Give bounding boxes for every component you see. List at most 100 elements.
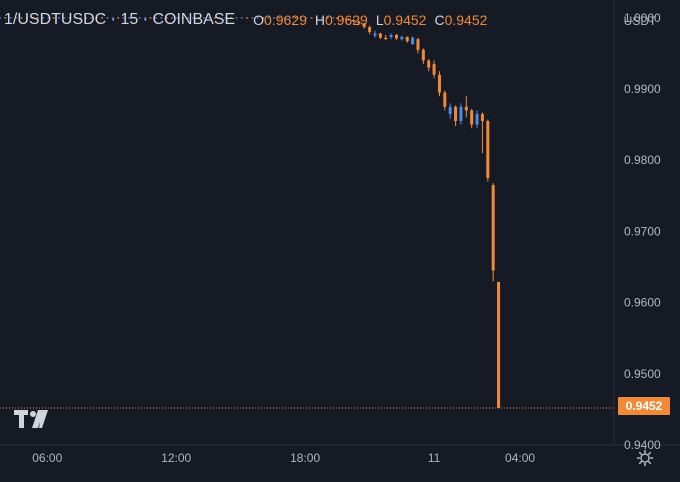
price-tick-label-4: 0.9600 [624,296,661,310]
open-value: 0.9629 [264,12,307,28]
flat-tick-25 [133,17,136,19]
time-tick-label-3: 11 [428,451,441,465]
flat-tick-6 [31,17,34,19]
flat-tick-43 [230,17,233,19]
flat-tick-47 [251,17,254,19]
flat-tick-46 [246,17,249,19]
candle-body-14 [411,37,415,45]
candle-15 [416,37,420,54]
candle-body-26 [475,113,479,125]
flat-tick-58 [310,17,313,19]
candle-body-15 [416,39,420,50]
price-tick-label-3: 0.9700 [624,224,661,238]
flat-tick-39 [208,17,211,19]
candle-body-12 [400,37,404,40]
flat-tick-23 [122,17,125,19]
candle-body-21 [448,106,452,114]
candle-body-10 [389,34,393,38]
flat-tick-14 [74,17,77,19]
flat-tick-20 [106,17,109,19]
candle-5 [362,22,366,29]
flat-tick-51 [272,17,275,19]
candle-25 [470,108,474,129]
candle-body-8 [378,33,382,38]
flat-tick-16 [84,17,87,19]
candle-1 [341,17,345,20]
candle-body-9 [384,37,388,40]
candle-body-3 [352,19,355,22]
candle-18 [432,60,436,79]
flat-tick-45 [240,17,243,19]
high-value: 0.9629 [325,12,368,28]
price-tick-label-2: 0.9800 [624,153,661,167]
time-tick-label-1: 12:00 [161,451,191,465]
flat-tick-0 [0,17,1,19]
flat-tick-36 [192,17,195,19]
flat-tick-12 [63,17,66,19]
flat-tick-32 [170,17,173,19]
flat-tick-37 [197,17,200,19]
candle-19 [437,71,441,97]
candle-body-27 [480,113,484,122]
candle-8 [378,32,382,40]
candle-10 [389,33,393,40]
flat-tick-4 [20,17,23,19]
candle-body-20 [443,92,447,107]
symbol-title[interactable]: 1/USDTUSDC · 15 · COINBASE [4,11,236,28]
flat-tick-33 [176,17,179,19]
candle-body-18 [432,64,436,75]
flat-tick-27 [144,17,147,19]
flat-tick-29 [154,17,157,19]
candle-body-25 [470,110,474,125]
flat-tick-19 [101,17,104,19]
chart-legend[interactable]: 1/USDTUSDC · 15 · COINBASE O 0.9629 H 0.… [4,9,491,31]
tradingview-logo-icon[interactable] [14,408,50,430]
flat-tick-52 [278,17,281,19]
candle-body-5 [362,23,366,28]
flat-tick-11 [58,17,61,19]
candle-11 [394,34,398,40]
candle-2 [346,18,350,21]
flat-tick-59 [315,17,318,19]
flat-tick-60 [321,17,324,19]
flat-tick-30 [160,17,163,19]
candle-body-30 [497,281,501,408]
open-key: O [253,12,265,28]
price-axis-unit: USDT [624,14,657,28]
candle-14 [411,36,415,45]
time-tick-label-4: 04:00 [505,451,535,465]
candle-body-6 [368,27,372,33]
flat-tick-54 [289,17,292,19]
flat-tick-2 [9,17,12,19]
flat-tick-3 [15,17,18,19]
candle-20 [443,90,447,111]
candle-26 [475,110,479,129]
price-axis-labels[interactable]: 1.0000 0.9900 0.9800 0.9700 0.9600 0.9500 0.94… [624,11,661,452]
time-axis-labels[interactable]: 06:00 12:00 18:00 11 04:00 [32,451,535,465]
flat-tick-5 [25,17,28,19]
candle-body-16 [421,49,425,61]
flat-tick-34 [181,17,184,19]
flat-tick-31 [165,17,168,19]
candle-28 [486,119,490,182]
candle-16 [421,48,425,65]
candle-6 [368,25,372,35]
candle-13 [405,36,409,43]
flat-tick-26 [138,17,141,19]
candle-22 [454,105,458,127]
candle-body-13 [405,37,409,42]
flat-tick-9 [47,17,50,19]
candle-body-23 [459,106,463,122]
flat-tick-41 [219,17,222,19]
time-tick-label-0: 06:00 [32,451,62,465]
gear-icon[interactable] [636,449,654,467]
candle-17 [427,59,431,72]
price-tick-label-1: 0.9900 [624,82,661,96]
last-price-tag: 0.9452 [618,397,670,415]
candle-body-0 [335,17,339,19]
candle-body-17 [427,60,431,68]
candle-body-1 [341,18,345,20]
candle-27 [480,112,484,154]
